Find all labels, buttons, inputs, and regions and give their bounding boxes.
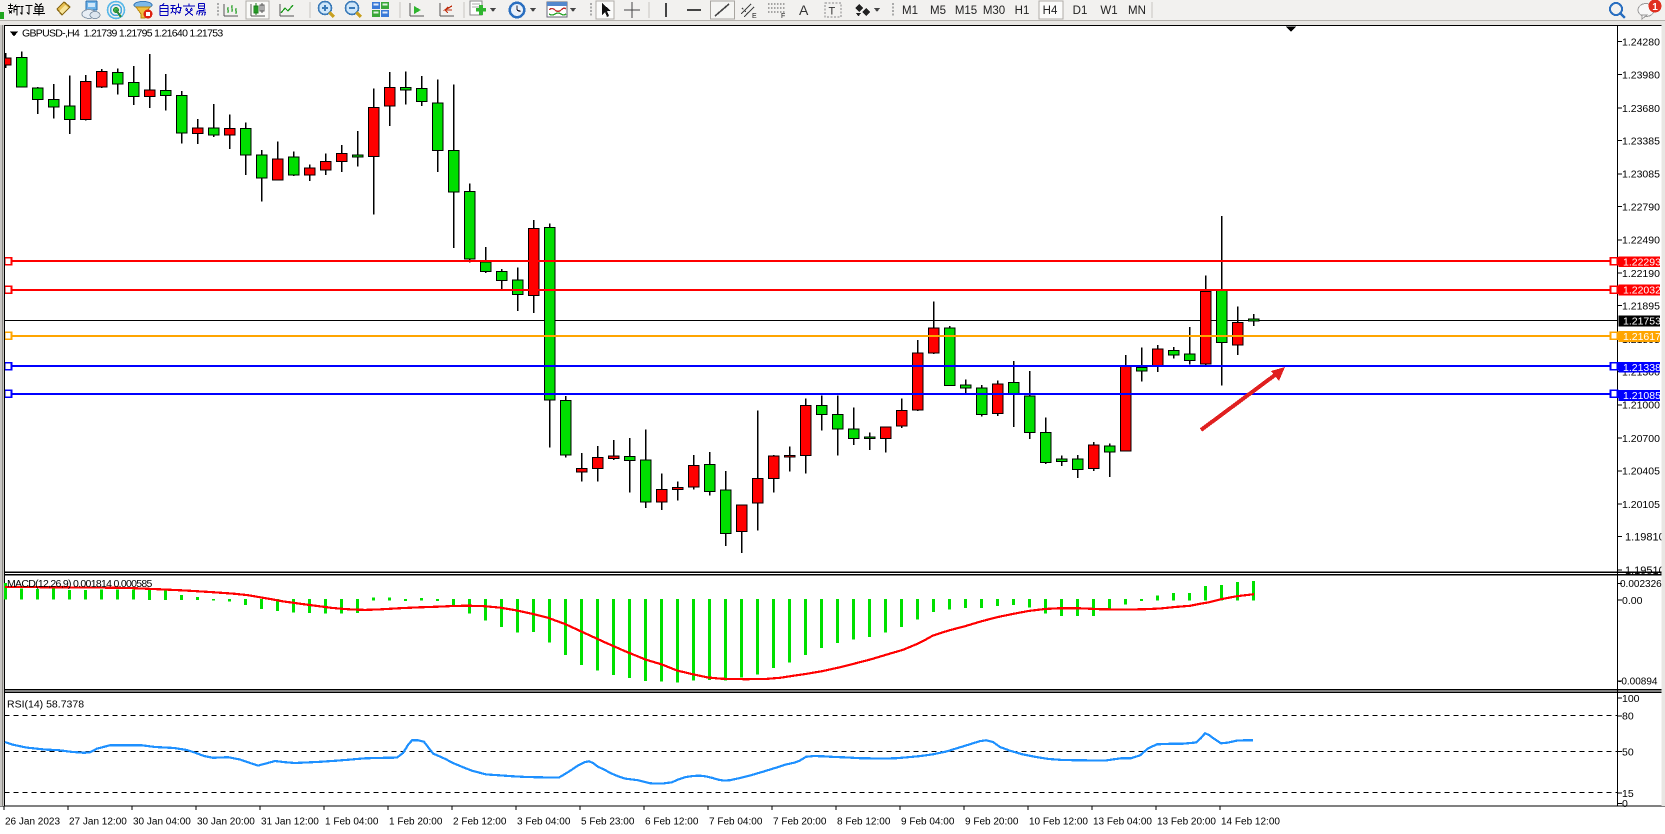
svg-text:1.22790: 1.22790 bbox=[1622, 201, 1660, 213]
svg-text:H4: H4 bbox=[1043, 5, 1058, 17]
svg-text:1.23385: 1.23385 bbox=[1622, 136, 1660, 148]
svg-text:9 Feb 04:00: 9 Feb 04:00 bbox=[901, 817, 955, 828]
svg-text:3 Feb 04:00: 3 Feb 04:00 bbox=[517, 817, 571, 828]
svg-text:1.21895: 1.21895 bbox=[1622, 301, 1660, 313]
svg-text:M5: M5 bbox=[930, 5, 946, 17]
svg-text:M30: M30 bbox=[983, 5, 1005, 17]
svg-text:1 Feb 20:00: 1 Feb 20:00 bbox=[389, 817, 443, 828]
svg-text:1.21000: 1.21000 bbox=[1622, 400, 1660, 412]
svg-text:0: 0 bbox=[1622, 798, 1628, 810]
svg-text:M15: M15 bbox=[955, 5, 977, 17]
svg-text:1.19810: 1.19810 bbox=[1625, 532, 1665, 544]
svg-text:30 Jan 20:00: 30 Jan 20:00 bbox=[197, 817, 255, 828]
svg-text:T: T bbox=[829, 6, 836, 18]
svg-text:1.21338: 1.21338 bbox=[1623, 362, 1661, 374]
svg-text:80: 80 bbox=[1622, 711, 1634, 723]
svg-text:E: E bbox=[752, 13, 757, 20]
svg-text:7 Feb 20:00: 7 Feb 20:00 bbox=[773, 817, 827, 828]
svg-text:5 Feb 23:00: 5 Feb 23:00 bbox=[581, 817, 635, 828]
svg-text:1.23680: 1.23680 bbox=[1622, 103, 1660, 115]
svg-text:15: 15 bbox=[1622, 788, 1634, 800]
svg-text:1.20405: 1.20405 bbox=[1622, 466, 1660, 478]
svg-text:13 Feb 20:00: 13 Feb 20:00 bbox=[1157, 817, 1216, 828]
svg-text:1.19510: 1.19510 bbox=[1625, 565, 1665, 577]
svg-text:1.22293: 1.22293 bbox=[1623, 256, 1661, 268]
svg-text:9 Feb 20:00: 9 Feb 20:00 bbox=[965, 817, 1019, 828]
svg-text:1.20105: 1.20105 bbox=[1622, 499, 1660, 511]
svg-text:100: 100 bbox=[1622, 693, 1640, 705]
svg-text:1.22490: 1.22490 bbox=[1622, 235, 1660, 247]
svg-text:MACD(12,26,9) 0.001814 0.00058: MACD(12,26,9) 0.001814 0.000585 bbox=[7, 578, 153, 590]
svg-text:1.20700: 1.20700 bbox=[1622, 433, 1660, 445]
svg-text:MN: MN bbox=[1128, 5, 1146, 17]
svg-text:-0.00894: -0.00894 bbox=[1618, 677, 1658, 688]
svg-text:26 Jan 2023: 26 Jan 2023 bbox=[5, 817, 60, 828]
svg-text:1.21085: 1.21085 bbox=[1623, 390, 1661, 402]
svg-text:10 Feb 12:00: 10 Feb 12:00 bbox=[1029, 817, 1088, 828]
svg-text:13 Feb 04:00: 13 Feb 04:00 bbox=[1093, 817, 1152, 828]
svg-text:1.21617: 1.21617 bbox=[1623, 331, 1661, 343]
svg-text:0.00: 0.00 bbox=[1622, 595, 1643, 607]
svg-text:1.24280: 1.24280 bbox=[1622, 36, 1660, 48]
svg-text:1.22032: 1.22032 bbox=[1623, 285, 1661, 297]
svg-text:D1: D1 bbox=[1073, 5, 1088, 17]
svg-text:1.23085: 1.23085 bbox=[1622, 169, 1660, 181]
svg-text:2 Feb 12:00: 2 Feb 12:00 bbox=[453, 817, 507, 828]
svg-text:1: 1 bbox=[1652, 2, 1658, 13]
svg-text:7 Feb 04:00: 7 Feb 04:00 bbox=[709, 817, 763, 828]
svg-text:W1: W1 bbox=[1100, 5, 1117, 17]
svg-text:6 Feb 12:00: 6 Feb 12:00 bbox=[645, 817, 699, 828]
svg-text:8 Feb 12:00: 8 Feb 12:00 bbox=[837, 817, 891, 828]
svg-text:F: F bbox=[781, 13, 785, 20]
svg-text:0.002326: 0.002326 bbox=[1620, 579, 1662, 590]
svg-text:GBPUSD-,H4 1.21739 1.21795 1.: GBPUSD-,H4 1.21739 1.21795 1.21640 1.217… bbox=[22, 28, 223, 40]
svg-text:50: 50 bbox=[1622, 746, 1634, 758]
svg-text:H1: H1 bbox=[1015, 5, 1030, 17]
svg-text:30 Jan 04:00: 30 Jan 04:00 bbox=[133, 817, 191, 828]
svg-text:RSI(14) 58.7378: RSI(14) 58.7378 bbox=[7, 699, 84, 711]
svg-text:M1: M1 bbox=[902, 5, 918, 17]
svg-text:27 Jan 12:00: 27 Jan 12:00 bbox=[69, 817, 127, 828]
svg-text:14 Feb 12:00: 14 Feb 12:00 bbox=[1221, 817, 1280, 828]
svg-text:1 Feb 04:00: 1 Feb 04:00 bbox=[325, 817, 379, 828]
svg-text:1.22190: 1.22190 bbox=[1622, 268, 1660, 280]
svg-text:1.21753: 1.21753 bbox=[1623, 316, 1661, 328]
svg-text:A: A bbox=[799, 2, 809, 18]
svg-text:31 Jan 12:00: 31 Jan 12:00 bbox=[261, 817, 319, 828]
svg-text:1.23980: 1.23980 bbox=[1622, 70, 1660, 82]
